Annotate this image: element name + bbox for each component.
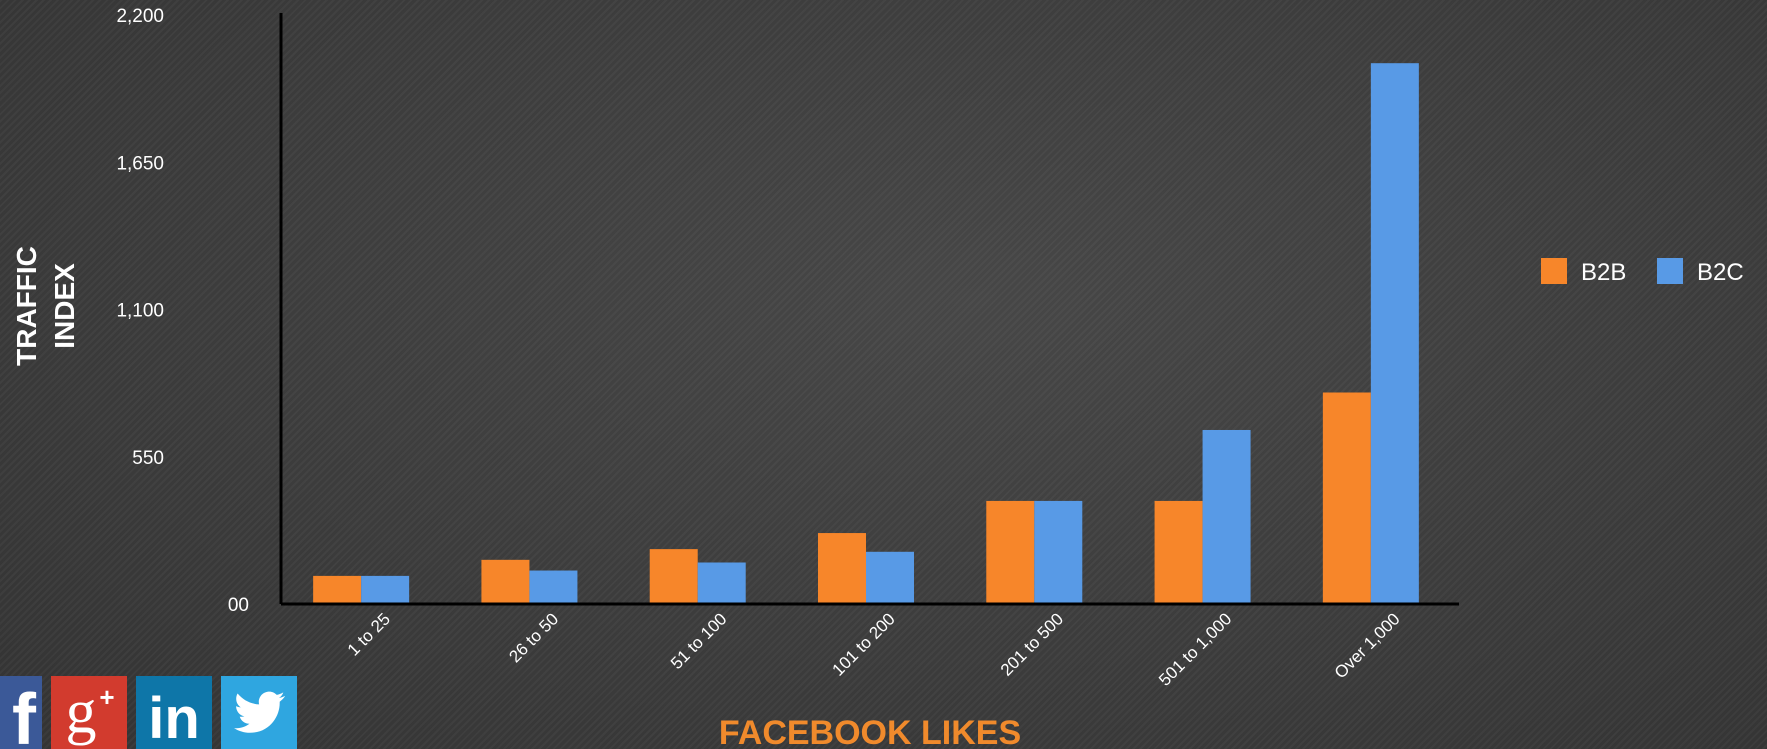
y-axis-label-line-2: INDEX — [49, 263, 80, 349]
y-tick-label: 00 — [228, 595, 249, 616]
y-axis-label-line-1: TRAFFIC — [11, 246, 42, 366]
svg-text:f: f — [12, 680, 37, 749]
legend-swatch-b2b — [1541, 258, 1567, 284]
y-tick-label: 550 — [132, 448, 164, 469]
facebook-icon[interactable]: f — [0, 676, 42, 749]
x-axis-label: FACEBOOK LIKES — [719, 714, 1021, 749]
x-axis-ticks: 1 to 25 26 to 50 51 to 100 101 to 200 201 to… — [344, 609, 1404, 689]
x-tick-label: 1 to 25 — [344, 609, 394, 659]
bar-b2c — [1370, 63, 1419, 604]
y-tick-label: 1,650 — [116, 153, 164, 174]
bar-b2c — [1034, 500, 1083, 604]
bar-b2c — [866, 551, 914, 604]
bar-b2b — [1322, 392, 1371, 604]
legend-label-b2b: B2B — [1581, 259, 1626, 286]
y-axis-ticks: 00 550 1,100 1,650 2,200 — [116, 6, 249, 616]
x-tick-label: Over 1,000 — [1331, 609, 1404, 682]
y-tick-label: 2,200 — [116, 6, 164, 27]
bar-b2b — [313, 575, 362, 604]
bar-b2c — [361, 575, 410, 604]
bar-b2c — [697, 562, 746, 604]
x-tick-label: 26 to 50 — [505, 609, 562, 666]
svg-text:in: in — [148, 686, 200, 749]
bar-b2c — [529, 570, 578, 604]
x-tick-label: 51 to 100 — [667, 609, 731, 673]
bar-b2b — [649, 549, 698, 604]
y-tick-label: 1,100 — [116, 301, 164, 322]
x-tick-label: 201 to 500 — [997, 609, 1067, 679]
x-tick-label: 501 to 1,000 — [1155, 609, 1235, 689]
legend: B2B B2C — [1541, 258, 1744, 286]
bar-b2b — [818, 533, 866, 604]
svg-text:g: g — [66, 678, 97, 746]
google-plus-icon[interactable]: g + — [51, 676, 127, 749]
bar-b2c — [1202, 429, 1251, 604]
x-tick-label: 101 to 200 — [829, 609, 899, 679]
bar-b2b — [986, 500, 1035, 604]
svg-text:+: + — [99, 682, 114, 712]
social-icons-bar: f g + in — [0, 676, 297, 749]
bar-b2b — [481, 559, 530, 604]
legend-swatch-b2c — [1657, 258, 1683, 284]
bars — [313, 63, 1419, 604]
twitter-icon[interactable] — [221, 676, 297, 749]
bar-b2b — [1154, 500, 1203, 604]
linkedin-icon[interactable]: in — [136, 676, 212, 749]
legend-label-b2c: B2C — [1697, 259, 1744, 286]
